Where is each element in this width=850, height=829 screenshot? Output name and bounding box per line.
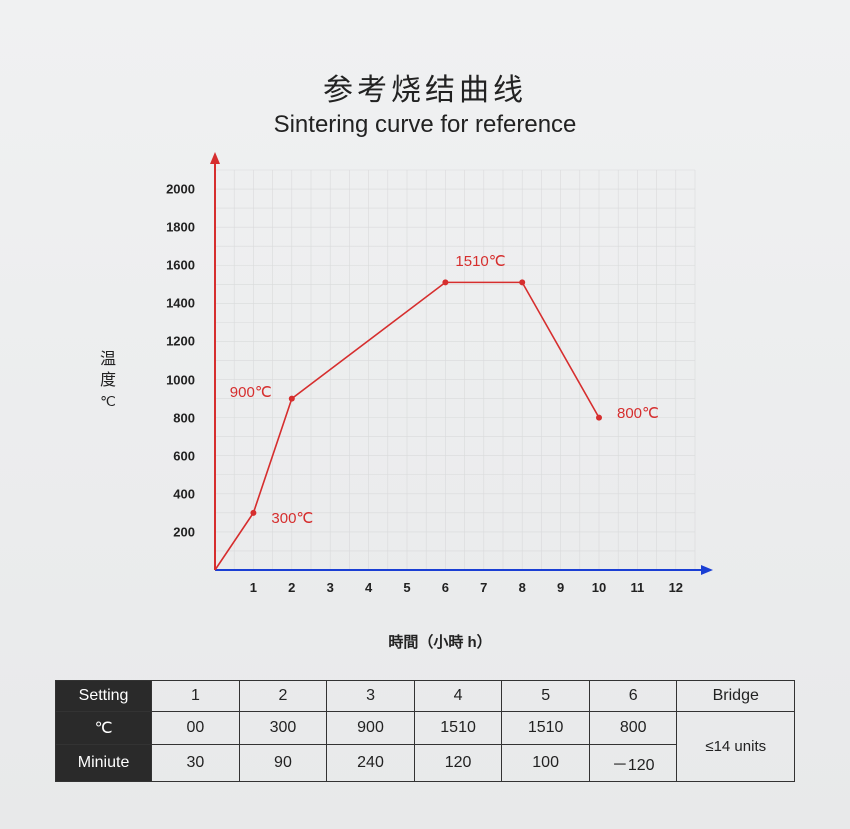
table-cell: 4 [414, 681, 502, 712]
y-tick: 200 [145, 524, 195, 539]
y-axis-label: 温 度 ℃ [100, 350, 116, 410]
table-cell: 900 [327, 712, 415, 745]
y-tick: 1800 [145, 220, 195, 235]
chart-title-block: 参考烧结曲线 Sintering curve for reference [0, 0, 850, 139]
x-tick: 1 [250, 580, 257, 595]
y-tick: 2000 [145, 182, 195, 197]
table-cell: 300 [239, 712, 327, 745]
table-row-header: Miniute [56, 745, 152, 782]
x-tick: 10 [592, 580, 606, 595]
data-point-label: 800℃ [617, 404, 659, 422]
x-axis-label: 時間（小時 h） [155, 631, 725, 652]
title-english: Sintering curve for reference [0, 111, 850, 139]
table-cell: 1510 [414, 712, 502, 745]
data-point-label: 900℃ [230, 383, 272, 401]
table-cell: 240 [327, 745, 415, 782]
x-tick: 8 [519, 580, 526, 595]
table-cell: 800 [589, 712, 677, 745]
table-cell: 00 [152, 712, 240, 745]
table-cell: 6 [589, 681, 677, 712]
y-tick: 1600 [145, 258, 195, 273]
table-cell: 30 [152, 745, 240, 782]
table-cell: 90 [239, 745, 327, 782]
data-point-label: 1510℃ [455, 252, 505, 270]
table-cell: 120 [414, 745, 502, 782]
y-tick: 600 [145, 448, 195, 463]
table-cell: 1 [152, 681, 240, 712]
x-tick: 3 [327, 580, 334, 595]
y-tick: 1200 [145, 334, 195, 349]
table-cell: 1510 [502, 712, 590, 745]
table-cell: 2 [239, 681, 327, 712]
table-cell: 100 [502, 745, 590, 782]
data-point-label: 300℃ [271, 509, 313, 527]
table-cell: ≤14 units [677, 712, 795, 782]
x-tick: 12 [669, 580, 683, 595]
title-chinese: 参考烧结曲线 [0, 65, 850, 109]
chart-svg [155, 150, 725, 610]
x-tick: 7 [480, 580, 487, 595]
table-cell: 3 [327, 681, 415, 712]
table-row-header: ℃ [56, 712, 152, 745]
settings-table: Setting123456Bridge℃0030090015101510800≤… [55, 680, 795, 782]
x-tick: 2 [288, 580, 295, 595]
y-tick: 800 [145, 410, 195, 425]
y-tick: 1000 [145, 372, 195, 387]
sintering-chart: 温 度 ℃ 時間（小時 h） 2004006008001000120014001… [155, 150, 725, 610]
table-cell: －120 [589, 745, 677, 782]
x-tick: 9 [557, 580, 564, 595]
x-tick: 4 [365, 580, 372, 595]
table-row-header: Setting [56, 681, 152, 712]
y-tick: 400 [145, 486, 195, 501]
table-cell: 5 [502, 681, 590, 712]
x-tick: 5 [403, 580, 410, 595]
y-tick: 1400 [145, 296, 195, 311]
table-cell: Bridge [677, 681, 795, 712]
x-tick: 6 [442, 580, 449, 595]
x-tick: 11 [631, 580, 645, 595]
